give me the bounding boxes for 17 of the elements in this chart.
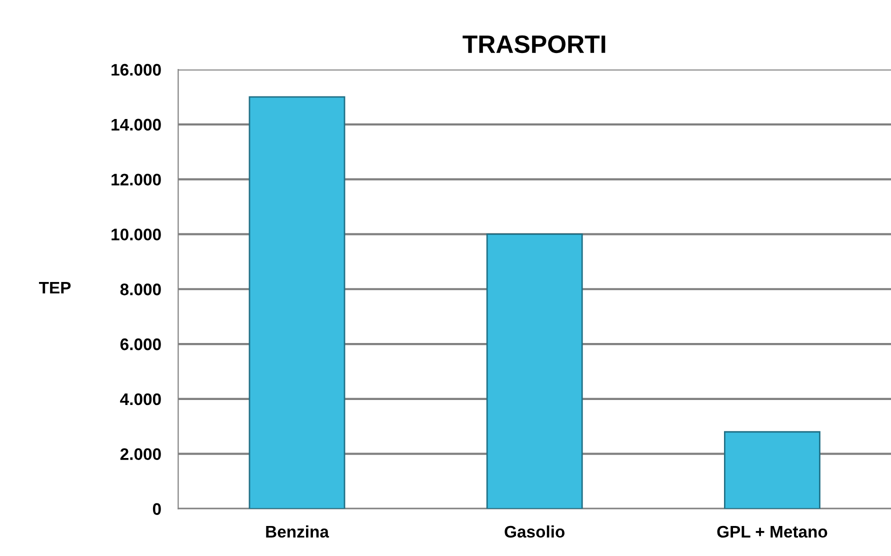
y-tick-label: 6.000 <box>120 338 161 350</box>
y-tick-label: 2.000 <box>120 448 161 460</box>
y-tick-label: 16.000 <box>112 64 161 76</box>
chart-title: TRASPORTI <box>462 35 606 54</box>
y-tick-label: 4.000 <box>120 393 161 406</box>
bar <box>724 431 820 509</box>
y-axis-title: TEP <box>38 282 71 294</box>
bar <box>486 234 583 509</box>
y-tick-label: 10.000 <box>112 228 161 240</box>
x-tick-label: Gasolio <box>504 525 565 538</box>
y-tick-label: 12.000 <box>112 174 161 186</box>
y-tick-label: 0 <box>152 503 161 515</box>
y-tick-label: 8.000 <box>120 284 161 296</box>
x-tick-label: Benzina <box>266 525 330 538</box>
y-tick-label: 14.000 <box>112 118 161 131</box>
bar <box>248 96 346 509</box>
x-tick-label: GPL + Metano <box>717 526 828 538</box>
